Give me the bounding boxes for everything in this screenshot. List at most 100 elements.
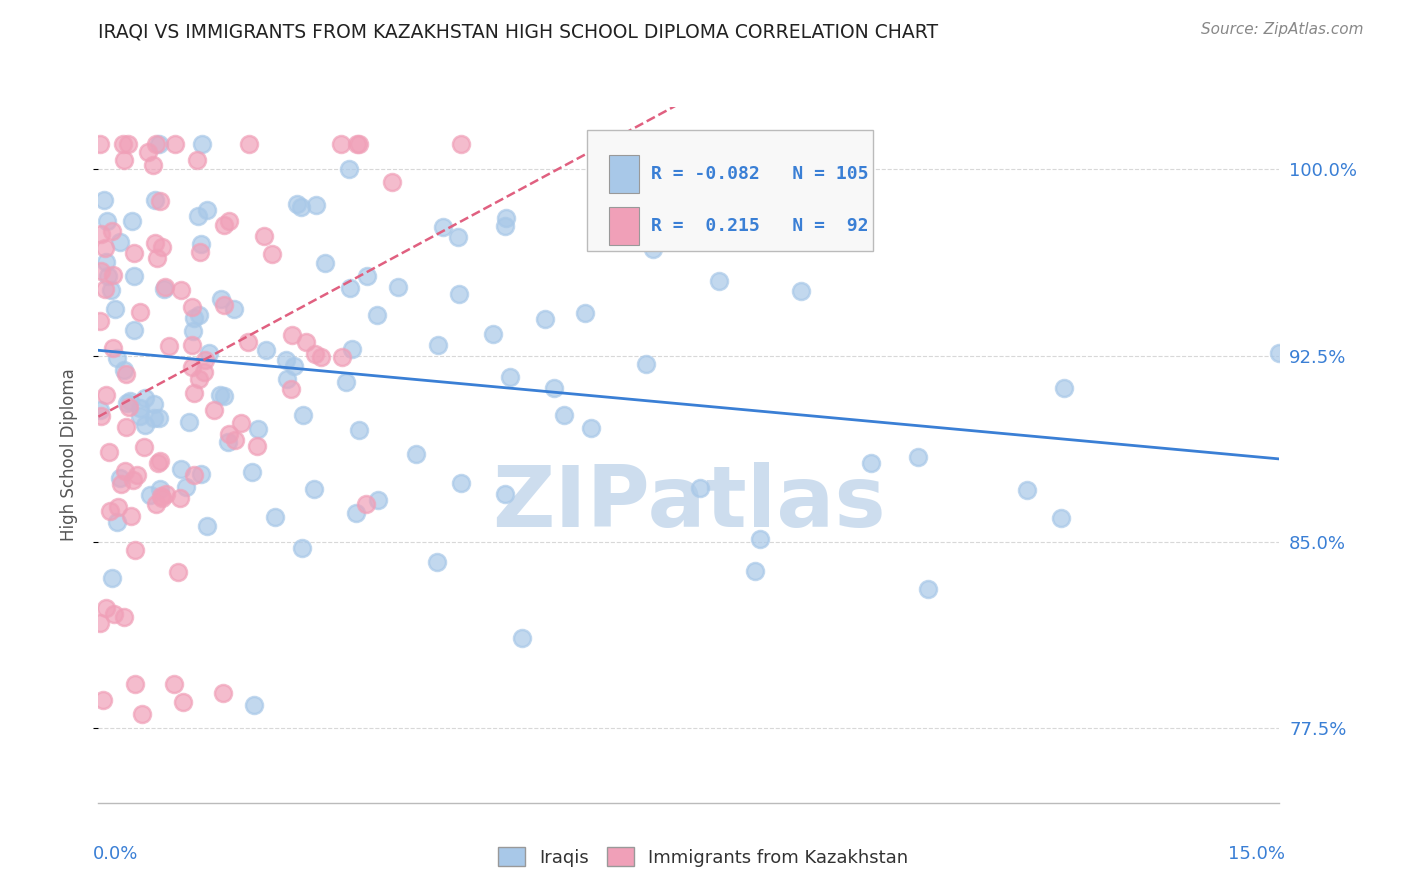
Point xyxy=(356,269,378,284)
Point xyxy=(174,480,197,494)
Point xyxy=(114,367,136,381)
Point xyxy=(134,417,156,432)
Point xyxy=(108,471,131,485)
Point xyxy=(93,194,115,208)
Point xyxy=(124,322,146,336)
Point xyxy=(115,396,138,410)
Point xyxy=(143,236,166,251)
Point xyxy=(122,473,145,487)
Point xyxy=(243,698,266,713)
Point xyxy=(191,137,214,152)
Point xyxy=(553,408,575,422)
Text: Source: ZipAtlas.com: Source: ZipAtlas.com xyxy=(1201,22,1364,37)
Point xyxy=(103,268,125,282)
Point xyxy=(94,254,117,268)
Point xyxy=(90,227,112,242)
Point xyxy=(100,283,122,297)
Point xyxy=(212,218,235,232)
Point xyxy=(195,203,218,218)
Point xyxy=(790,284,813,298)
Point xyxy=(339,161,361,176)
Point xyxy=(181,301,204,315)
Point xyxy=(212,389,235,403)
Point xyxy=(366,308,388,322)
Text: R = -0.082   N = 105: R = -0.082 N = 105 xyxy=(651,165,868,183)
Point xyxy=(149,194,172,209)
Point xyxy=(181,360,204,375)
Point xyxy=(90,263,112,277)
Point xyxy=(96,388,118,402)
Point xyxy=(115,420,138,434)
Point xyxy=(183,468,205,483)
Point xyxy=(447,286,470,301)
Point xyxy=(155,487,177,501)
Point xyxy=(330,351,353,365)
Point xyxy=(148,410,170,425)
Point xyxy=(707,274,730,288)
Point xyxy=(118,394,141,409)
Point xyxy=(276,372,298,386)
Point xyxy=(346,137,368,152)
Point xyxy=(314,256,336,270)
Point xyxy=(117,137,139,152)
Point xyxy=(187,210,209,224)
Point xyxy=(917,582,939,596)
Point xyxy=(125,468,148,483)
Point xyxy=(1017,483,1039,497)
Text: 15.0%: 15.0% xyxy=(1229,845,1285,863)
Point xyxy=(112,363,135,377)
Point xyxy=(744,564,766,578)
Point xyxy=(447,230,470,244)
Point xyxy=(195,519,218,533)
Y-axis label: High School Diploma: High School Diploma xyxy=(59,368,77,541)
Point xyxy=(139,488,162,502)
Point xyxy=(574,306,596,320)
Point xyxy=(146,456,169,470)
Point xyxy=(89,314,111,328)
Point xyxy=(240,465,263,479)
Point xyxy=(132,440,155,454)
Point xyxy=(302,482,325,496)
Point xyxy=(148,137,170,152)
Point xyxy=(94,241,117,255)
Point xyxy=(498,370,520,384)
Point xyxy=(153,283,176,297)
Point xyxy=(198,346,221,360)
Point xyxy=(344,507,367,521)
Point xyxy=(186,153,208,167)
Point xyxy=(112,609,135,624)
Point xyxy=(110,477,132,491)
Point xyxy=(1053,381,1076,395)
Point xyxy=(381,175,404,189)
Point xyxy=(426,338,449,352)
Point xyxy=(108,235,131,249)
Point xyxy=(287,197,309,211)
Point xyxy=(145,137,167,152)
Point xyxy=(89,137,111,152)
Point xyxy=(494,219,516,233)
Point xyxy=(481,326,503,341)
Point xyxy=(118,400,141,414)
Point xyxy=(101,342,124,356)
Point xyxy=(134,392,156,406)
Point xyxy=(238,335,260,350)
Point xyxy=(100,571,122,585)
Point xyxy=(450,137,472,152)
Point xyxy=(145,251,167,265)
Point xyxy=(387,279,409,293)
Point xyxy=(112,137,135,152)
Point xyxy=(105,351,128,366)
Point xyxy=(169,491,191,505)
Point xyxy=(229,417,252,431)
Point xyxy=(103,607,125,621)
Point xyxy=(860,456,883,470)
Point xyxy=(224,434,246,448)
Text: ZIPatlas: ZIPatlas xyxy=(492,462,886,545)
Point xyxy=(238,137,260,152)
Point xyxy=(179,415,201,429)
Point xyxy=(218,426,240,441)
Point xyxy=(94,282,117,296)
Point xyxy=(689,481,711,495)
Point xyxy=(281,328,304,343)
Point xyxy=(292,408,315,422)
